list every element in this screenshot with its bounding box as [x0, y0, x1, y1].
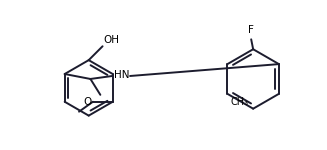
Text: OH: OH [104, 35, 120, 45]
Text: HN: HN [114, 70, 130, 80]
Text: CH₃: CH₃ [231, 97, 249, 107]
Text: O: O [84, 97, 92, 107]
Text: F: F [248, 25, 254, 35]
